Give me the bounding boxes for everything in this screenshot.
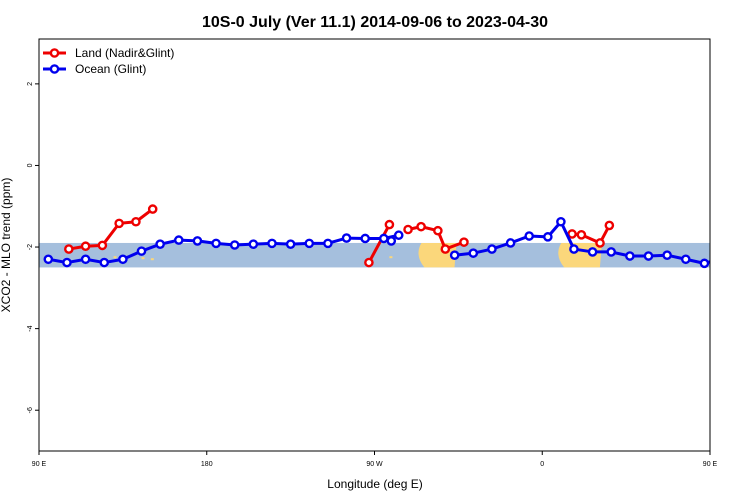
x-tick-label: 90 W [366,461,383,468]
data-point [567,229,577,239]
data-point [643,251,654,261]
data-point [468,248,479,258]
legend-label: Land (Nadir&Glint) [75,46,174,60]
land-speckle [150,258,154,261]
data-point [416,221,426,232]
data-point [736,245,743,252]
data-point [505,238,516,248]
data-point [662,250,672,260]
legend-item-land: Land (Nadir&Glint) [43,46,174,60]
data-point [248,239,259,249]
data-point [595,238,605,248]
data-point [587,247,598,257]
land-speckle [389,256,393,259]
data-point [716,256,723,263]
data-point [285,239,296,249]
x-tick-label: 90 E [703,461,718,468]
data-point [524,231,535,241]
data-point [323,238,333,249]
data-point [360,233,370,244]
data-point [487,244,497,254]
y-axis-label: XCO2 - MLO trend (ppm) [0,178,13,313]
data-point [606,247,617,257]
data-point [734,259,741,266]
data-point [604,220,615,231]
data-point [97,240,108,251]
legend-label: Ocean (Glint) [75,62,146,76]
land-speckle [141,257,145,260]
data-point [62,257,72,268]
data-point [114,218,124,229]
data-point [43,254,54,265]
data-point [192,236,203,246]
x-axis: 90 E 180 90 W 0 90 E [32,451,718,468]
legend-item-ocean: Ocean (Glint) [43,62,146,76]
data-point [449,250,460,260]
data-point [155,239,165,249]
data-point [576,230,587,240]
legend-marker [49,48,60,58]
series-line [740,209,750,249]
y-tick-label: -4 [27,325,34,331]
x-tick-label: 90 E [32,461,47,468]
y-tick-label: -2 [27,244,34,250]
data-point [440,244,451,254]
data-point [699,258,710,269]
data-point [569,244,579,254]
data-point [80,254,91,265]
data-point [131,216,141,227]
x-axis-label: Longitude (deg E) [327,477,422,491]
data-point [386,236,397,246]
data-point [341,233,352,243]
data-point [118,254,128,265]
data-point [136,246,147,256]
data-point [80,241,91,252]
y-tick-label: 2 [27,82,34,86]
data-point [433,225,443,236]
data-point [459,237,469,247]
data-point [393,230,404,241]
series-layer [43,204,750,269]
series-line [367,223,391,264]
y-axis: 2 0 -2 -4 -6 [27,82,39,413]
data-point [379,233,389,244]
legend: Land (Nadir&Glint) Ocean (Glint) [43,46,174,76]
data-point [173,235,184,245]
x-tick-label: 0 [540,461,544,468]
data-point [64,244,74,254]
data-point [267,238,277,249]
data-point [147,204,158,214]
data-point [211,238,221,249]
data-point [543,232,553,242]
data-point [625,251,635,261]
data-point [304,238,315,249]
data-point [229,240,240,250]
legend-marker [49,64,60,74]
data-point [556,216,566,227]
data-point [403,224,413,235]
y-tick-label: -6 [27,407,34,413]
data-point [384,219,395,230]
x-tick-label: 180 [201,461,213,468]
data-point [364,257,374,268]
y-tick-label: 0 [27,163,34,167]
land-speckle [113,256,117,259]
data-point [680,254,691,265]
series-land [64,204,750,268]
series-ocean [43,216,741,269]
data-point [99,257,110,268]
chart-title: 10S-0 July (Ver 11.1) 2014-09-06 to 2023… [202,14,548,31]
